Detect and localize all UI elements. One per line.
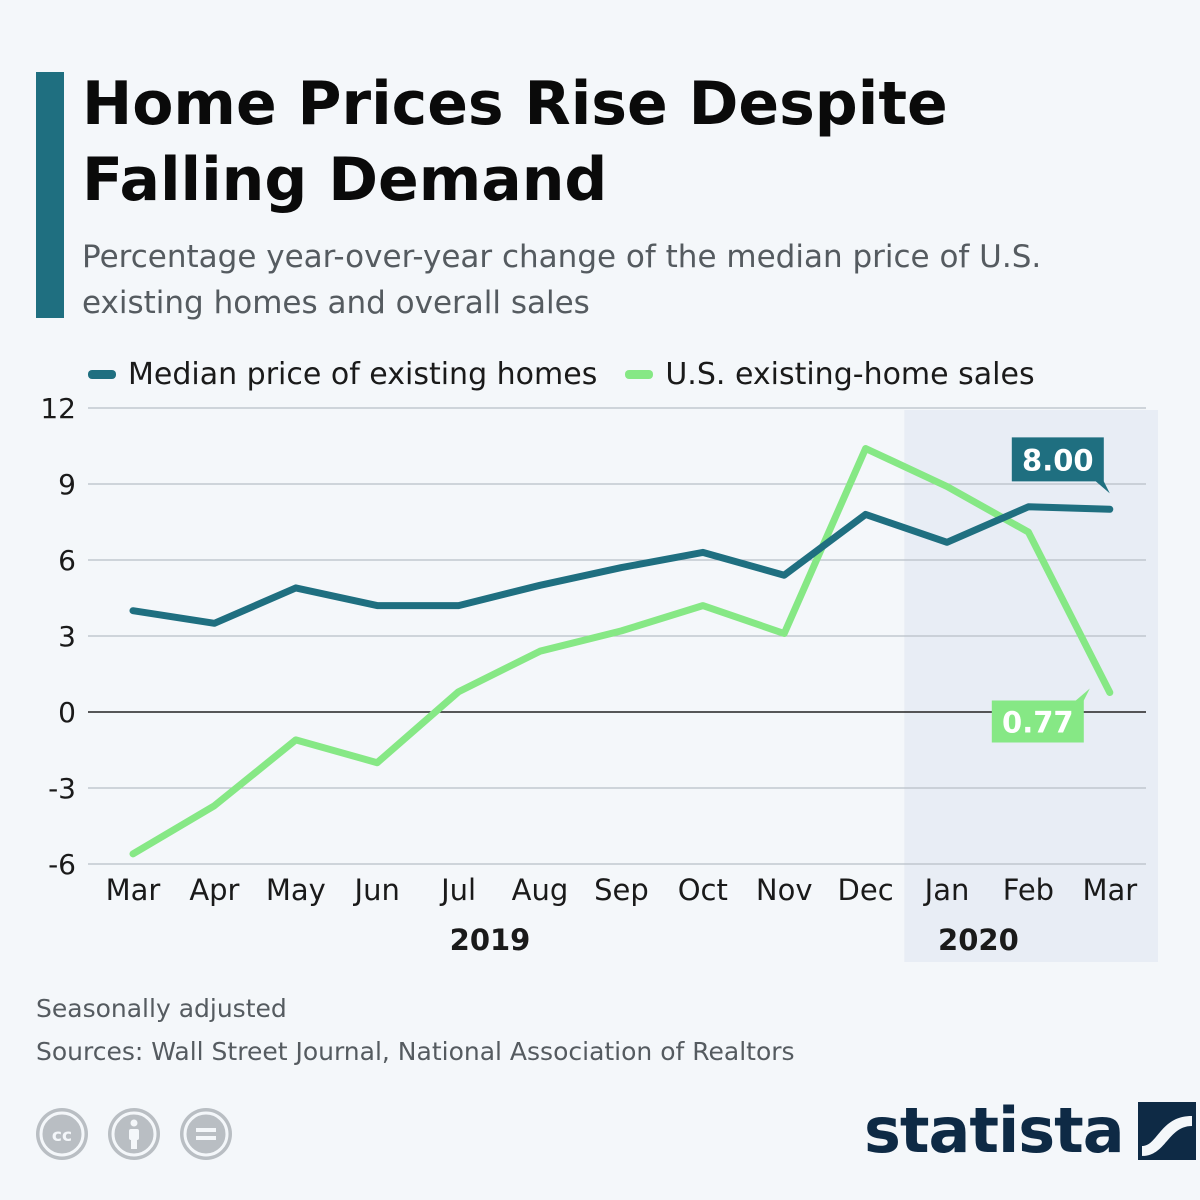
y-tick-label: 9 bbox=[58, 468, 76, 501]
x-tick-label: Oct bbox=[678, 873, 728, 907]
x-tick-label: Dec bbox=[838, 873, 894, 907]
end-label-box-median-price bbox=[1011, 437, 1110, 494]
y-tick-label: 3 bbox=[58, 620, 76, 653]
legend-label-home-sales: U.S. existing-home sales bbox=[665, 356, 1035, 392]
x-tick-label: Feb bbox=[1003, 873, 1054, 907]
x-tick-label: Jul bbox=[439, 873, 476, 907]
statista-logo[interactable]: statista bbox=[864, 1094, 1196, 1167]
x-tick-label: Mar bbox=[106, 873, 161, 907]
legend-label-median-price: Median price of existing homes bbox=[128, 356, 598, 392]
note-sources: Sources: Wall Street Journal, National A… bbox=[36, 1037, 795, 1066]
series-line bbox=[129, 503, 1114, 627]
x-tick-label: Jan bbox=[923, 873, 970, 907]
x-tick-label: Aug bbox=[512, 873, 569, 907]
legend-item-home-sales: U.S. existing-home sales bbox=[625, 356, 1035, 392]
y-tick-label: 6 bbox=[58, 544, 76, 577]
y-tick-label: 0 bbox=[58, 696, 76, 729]
shaded-region-2020 bbox=[904, 410, 1158, 962]
y-tick-label: -3 bbox=[48, 772, 76, 805]
license-icons: cc bbox=[36, 1108, 252, 1160]
y-tick-label: -6 bbox=[48, 848, 76, 881]
svg-text:cc: cc bbox=[52, 1126, 72, 1146]
line-chart: 12 9 6 3 0 -3 -6 Mar Apr May Jun Jul Aug Sep Oct Nov Dec… bbox=[40, 392, 1158, 962]
x-tick-label: May bbox=[266, 873, 326, 907]
legend-swatch-median-price bbox=[88, 369, 116, 379]
x-tick-label: Jun bbox=[353, 873, 400, 907]
chart-legend: Median price of existing homes U.S. exis… bbox=[88, 352, 1063, 396]
no-derivatives-icon bbox=[180, 1108, 232, 1160]
end-label-home-sales: 0.77 bbox=[1002, 705, 1074, 739]
chart-title: Home Prices Rise Despite Falling Demand bbox=[82, 69, 948, 215]
statista-mark-icon bbox=[1137, 1101, 1196, 1160]
year-label: 2019 bbox=[450, 923, 531, 957]
attribution-icon bbox=[108, 1108, 160, 1160]
year-label: 2020 bbox=[938, 923, 1019, 957]
x-tick-label: Sep bbox=[594, 873, 649, 907]
series-line bbox=[129, 445, 1114, 858]
legend-item-median-price: Median price of existing homes bbox=[88, 357, 597, 392]
accent-bar bbox=[36, 72, 64, 318]
x-tick-label: Nov bbox=[756, 873, 813, 907]
brand-name: statista bbox=[864, 1094, 1125, 1167]
x-tick-label: Apr bbox=[189, 873, 239, 907]
end-label-median-price: 8.00 bbox=[1022, 443, 1094, 477]
note-seasonally-adjusted: Seasonally adjusted bbox=[36, 994, 287, 1023]
x-tick-label: Mar bbox=[1082, 873, 1137, 907]
cc-icon: cc bbox=[36, 1108, 88, 1160]
chart-subtitle: Percentage year-over-year change of the … bbox=[82, 239, 1042, 321]
legend-swatch-home-sales bbox=[625, 369, 654, 379]
y-tick-label: 12 bbox=[40, 392, 76, 425]
end-label-box-home-sales bbox=[991, 688, 1090, 743]
